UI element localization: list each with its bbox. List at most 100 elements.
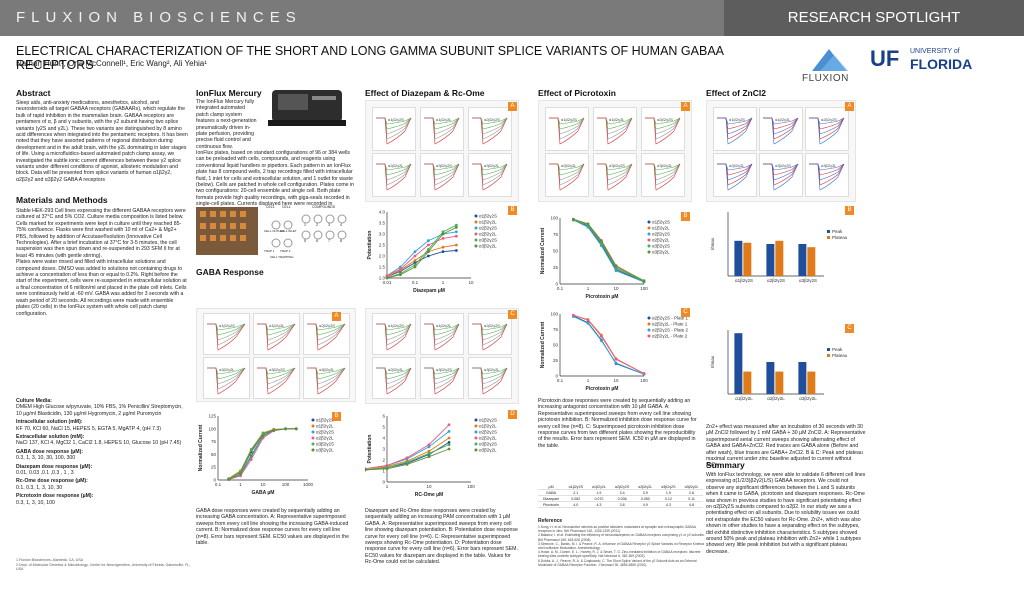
- trace-curve: [763, 163, 799, 186]
- legend-marker: [647, 226, 651, 230]
- references-list: 1.Song, H. et al. Neuroactive steroids a…: [538, 525, 705, 567]
- trace-curve: [549, 163, 585, 191]
- x-axis-label: Diazepam µM: [413, 288, 445, 294]
- data-point: [586, 318, 590, 322]
- table-cell: Diazepam: [538, 495, 565, 502]
- diaz-trace-4: α2β2γ2L: [372, 153, 416, 197]
- trace-curve: [472, 367, 508, 380]
- ec50-table: µM α1β2γ2S α1β2γ2L α2β2γ2S α2β2γ2L α3β2γ2S α3β…: [538, 484, 703, 524]
- research-spotlight-label: RESEARCH SPOTLIGHT: [724, 0, 1024, 36]
- trace-curve: [717, 163, 753, 176]
- data-point: [447, 447, 451, 451]
- legend-marker: [827, 230, 830, 233]
- trace-curve: [207, 323, 246, 351]
- data-point: [586, 222, 590, 226]
- trace-curve: [472, 117, 508, 140]
- trace-curve: [424, 163, 460, 191]
- y-tick-label: 75: [553, 327, 559, 332]
- series-line: [365, 437, 450, 471]
- legend-entry: α2β2γ2S: [652, 232, 670, 237]
- data-point: [571, 313, 575, 317]
- y-tick-label: 100: [550, 216, 558, 221]
- trace-curve: [472, 163, 508, 181]
- legend-marker: [647, 244, 651, 248]
- trace-curve: [717, 117, 753, 130]
- y-tick-label: 25: [211, 465, 217, 470]
- diaz-dose-heading: Diazepam dose response (µM):: [16, 463, 93, 470]
- trace-curve: [207, 367, 246, 380]
- trace-curve: [809, 117, 845, 130]
- trace-curve: [424, 163, 460, 186]
- rc-trace-2: α1β2γ2L: [420, 313, 464, 355]
- legend-marker: [474, 220, 478, 224]
- series-line: [365, 442, 450, 471]
- trace-curve: [597, 163, 633, 176]
- trace-curves: [376, 367, 412, 395]
- picro-trace-2: α1β2γ2L: [593, 107, 637, 151]
- y-tick-label: 5: [382, 425, 385, 430]
- brand-title: FLUXION BIOSCIENCES: [16, 9, 302, 26]
- intra-heading: Intracellular solution (mM):: [16, 419, 83, 426]
- legend-marker: [311, 424, 315, 428]
- diagram-num-3: 3: [328, 223, 330, 227]
- data-point: [586, 321, 590, 325]
- x-tick-label: 10: [468, 280, 474, 285]
- series-line: [573, 315, 645, 375]
- data-point: [426, 239, 430, 242]
- diagram-num-8: 8: [340, 239, 342, 243]
- series-line: [573, 316, 645, 375]
- trace-curve: [645, 163, 681, 176]
- category-label: α3β2γ2L: [799, 396, 817, 401]
- series-line: [386, 235, 457, 277]
- legend-entry: α1β2γ2L: [479, 424, 497, 429]
- trace-curve: [424, 323, 460, 336]
- y-tick-label: 75: [553, 232, 559, 237]
- y-tick-label: 0: [555, 282, 558, 287]
- bar: [798, 244, 807, 276]
- gaba-trace-2-label: α1β2γ2L: [269, 323, 285, 328]
- trace-curve: [424, 323, 460, 341]
- trace-curve: [597, 117, 633, 135]
- zinc-trace-5-label: α3β2γ2S: [775, 163, 791, 168]
- trace-curve: [809, 163, 845, 176]
- trace-curves: [597, 117, 633, 145]
- category-label: α1β2γ2S: [735, 278, 753, 283]
- rc-trace-5: α3β2γ2S: [420, 357, 464, 399]
- data-point: [427, 449, 431, 453]
- data-point: [398, 265, 402, 269]
- trace-curve: [717, 117, 753, 145]
- trace-curves: [257, 367, 296, 395]
- data-point: [385, 274, 389, 278]
- uf-logo: UF UNIVERSITY of FLORIDA: [870, 44, 1010, 74]
- y-tick-label: 3.5: [379, 221, 386, 226]
- legend-marker: [647, 316, 651, 320]
- trace-curve: [472, 163, 508, 171]
- trace-curve: [307, 367, 346, 375]
- series-line: [386, 231, 457, 277]
- diagram-cell: CELL: [266, 205, 275, 209]
- trace-curve: [763, 117, 799, 130]
- data-point: [249, 448, 253, 452]
- trace-curves: [472, 163, 508, 191]
- legend-marker: [474, 244, 478, 248]
- data-point: [599, 239, 603, 243]
- rc-trace-1: α1β2γ2S: [372, 313, 416, 355]
- data-point: [614, 361, 618, 365]
- fluxion-logo-mark: [812, 49, 848, 71]
- legend-entry: α2β2γ2L - Plate 2: [652, 334, 688, 339]
- gaba-trace-5: α3β2γ2S: [253, 357, 300, 399]
- legend-entry: α2β2γ2S: [479, 226, 497, 231]
- trace-curve: [257, 367, 296, 385]
- trace-curves: [717, 163, 753, 191]
- x-tick-label: 100: [282, 482, 290, 487]
- gaba-dose-response-chart: 0.1 1 10 100 1000 0 25 50 75 100 125 GABA µM Normali…: [198, 414, 334, 497]
- trace-curves: [472, 367, 508, 395]
- picrotoxin-heading: Effect of Picrotoxin: [538, 88, 616, 98]
- badge-rc-c: C: [508, 310, 517, 319]
- diazepam-heading: Effect of Diazepam & Rc-Ome: [365, 88, 485, 98]
- trace-curve: [376, 163, 412, 171]
- abstract-text: Sleep aids, anti-anxiety medications, an…: [16, 100, 188, 183]
- table-cell: 4.0: [564, 501, 588, 508]
- trace-curve: [376, 367, 412, 380]
- gaba-trace-1: α1β2γ2S: [203, 313, 250, 355]
